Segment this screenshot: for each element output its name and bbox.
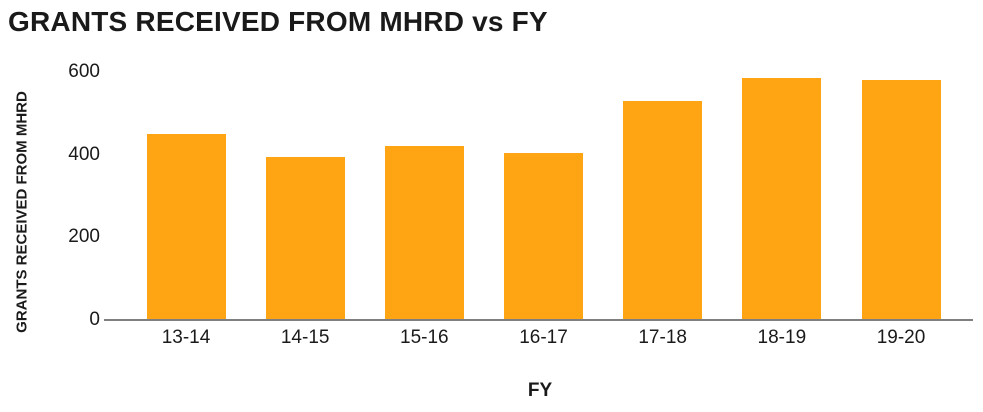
x-tick-label: 16-17 <box>519 327 568 348</box>
bar-16-17 <box>504 152 583 319</box>
bar-19-20 <box>861 80 941 319</box>
bar-14-15 <box>265 156 345 319</box>
y-tick-label: 600 <box>68 61 100 82</box>
x-tick-label: 17-18 <box>638 327 687 348</box>
y-tick-label: 200 <box>68 226 100 248</box>
x-tick-label: 15-16 <box>400 327 449 348</box>
bar-18-19 <box>742 78 822 319</box>
x-axis-title: FY <box>527 380 553 401</box>
chart-title: GRANTS RECEIVED FROM MHRD vs FY <box>8 6 548 37</box>
y-axis-title: GRANTS RECEIVED FROM MHRD <box>13 91 31 333</box>
x-tick-label: 14-15 <box>280 327 330 348</box>
x-tick-label: 19-20 <box>876 327 926 348</box>
x-axis-line <box>104 319 973 321</box>
y-tick-label: 0 <box>89 309 100 330</box>
x-tick-label: 13-14 <box>161 327 211 348</box>
y-tick-label: 400 <box>68 143 100 165</box>
bar-15-16 <box>384 146 464 319</box>
bar-17-18 <box>623 100 703 319</box>
x-tick-label: 18-19 <box>757 327 807 348</box>
bar-13-14 <box>146 134 226 319</box>
